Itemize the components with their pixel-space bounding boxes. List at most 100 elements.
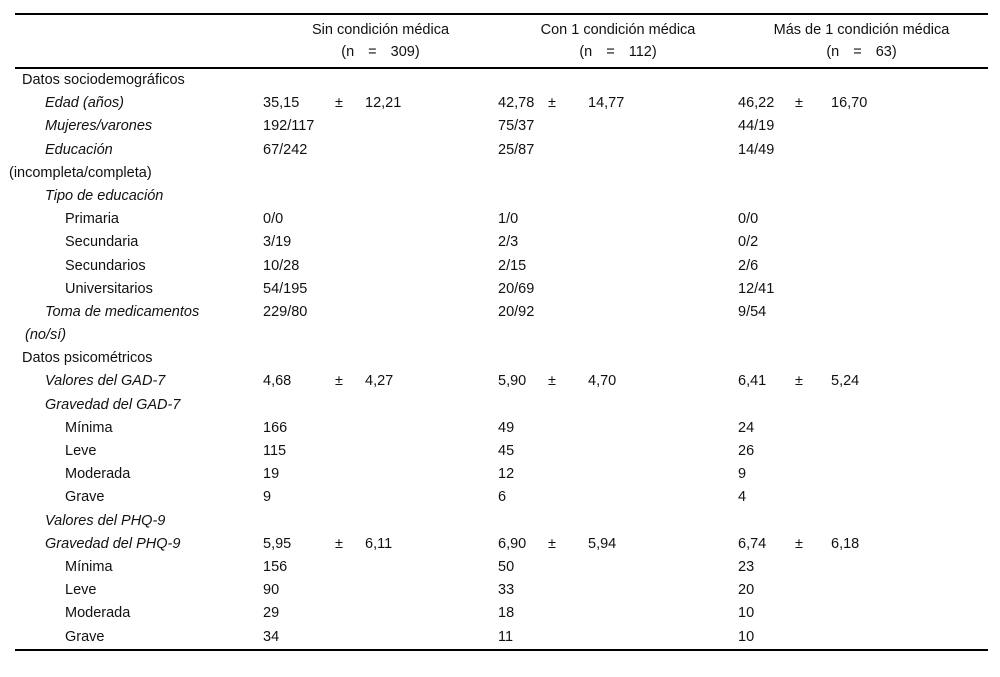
header-sample-size: (n = 309) [341,44,420,60]
cell-value [738,347,1000,370]
header-group-title: Sin condición médica [311,22,450,38]
row-label: Moderada [65,466,131,483]
row-label: (incompleta/completa) [9,164,152,181]
cell-value: 46,22 ±16,70 [738,92,1000,115]
header-group-no-condition: Sin condición médica (n = 309) [263,19,498,63]
row-label: Secundarios [65,257,146,274]
sd-value: 6,11 [365,535,393,552]
cell-value: 10/28 [263,257,300,274]
table-row: Datos psicométricos [9,347,1000,370]
cell-value: 12/41 [738,280,775,297]
header-group-title: Más de 1 condición médica [773,22,950,38]
table-row: Moderada 19 12 9 [9,463,1000,486]
cell-value: 9/54 [738,303,767,320]
cell-value: 2/3 [498,234,519,251]
cell-value [498,69,738,92]
row-label: Mínima [65,558,113,575]
plus-minus-sign: ± [548,535,556,552]
cell-value: 229/80 [263,303,308,320]
table-row: Mínima 156 50 23 [9,556,1000,579]
cell-value: 67/242 [263,141,308,158]
row-label: Leve [65,582,97,599]
sd-value: 6,18 [831,535,860,552]
mean-value: 35,15 [263,95,300,112]
row-label: Secundaria [65,234,139,251]
table-row: Valores del PHQ-9 [9,510,1000,533]
row-label: Edad (años) [45,95,124,112]
cell-value: 42,78 ±14,77 [498,92,738,115]
cell-value [263,347,498,370]
cell-value: 5,95 ±6,11 [263,533,498,556]
table-row: Gravedad del GAD-7 [9,394,1000,417]
cell-value [263,162,498,185]
row-label: Datos psicométricos [22,350,153,367]
sd-value: 5,24 [831,373,860,390]
cell-value: 2/15 [498,257,527,274]
row-label: Gravedad del GAD-7 [45,396,181,413]
sd-value: 4,27 [365,373,394,390]
cell-value: 10 [738,605,755,622]
header-corner-cell [9,19,263,63]
table-row: Toma de medicamentos 229/80 20/92 9/54 [9,301,1000,324]
cell-value [498,324,738,347]
row-label: Leve [65,443,97,459]
plus-minus-sign: ± [335,373,343,390]
table-row: Grave 9 6 4 [9,486,1000,509]
row-label: Grave [65,489,105,506]
cell-value: 20/69 [498,280,535,297]
cell-value: 0/0 [738,211,759,228]
row-label: Tipo de educación [45,187,164,204]
plus-minus-sign: ± [335,535,343,552]
cell-value [738,510,1000,533]
cell-value: 1/0 [498,211,519,228]
row-label: Grave [65,628,105,645]
cell-value: 14/49 [738,141,775,158]
row-label: Universitarios [65,280,153,297]
mean-value: 5,95 [263,535,292,552]
mean-value: 5,90 [498,373,527,390]
table-row: Mujeres/varones 192/117 75/37 44/19 [9,115,1000,138]
cell-value: 156 [263,558,288,575]
cell-value: 54/195 [263,280,308,297]
sd-value: 14,77 [588,95,625,112]
cell-value: 33 [498,582,515,599]
table-row: Moderada 29 18 10 [9,602,1000,625]
cell-value [263,394,498,417]
cell-value [738,324,1000,347]
cell-value: 9 [263,489,272,506]
table-header-row: Sin condición médica (n = 309) Con 1 con… [9,15,1000,67]
cell-value [498,510,738,533]
header-group-multi-condition: Más de 1 condición médica (n = 63) [738,19,985,63]
cell-value: 10 [738,628,755,645]
table-row: Datos sociodemográficos [9,69,1000,92]
plus-minus-sign: ± [335,95,343,112]
plus-minus-sign: ± [795,535,803,552]
row-label: Valores del GAD-7 [45,373,166,390]
cell-value [263,324,498,347]
mean-value: 42,78 [498,95,535,112]
cell-value: 6,90 ±5,94 [498,533,738,556]
sd-value: 12,21 [365,95,402,112]
cell-value: 0/0 [263,211,284,228]
cell-value: 2/6 [738,257,759,274]
cell-value: 5,90 ±4,70 [498,370,738,393]
cell-value: 29 [263,605,280,622]
cell-value [738,185,1000,208]
table-top-rule [15,13,988,15]
cell-value: 115 [263,443,287,459]
mean-value: 6,74 [738,535,767,552]
header-sample-size: (n = 63) [826,44,897,60]
table-row: (no/sí) [9,324,1000,347]
table-header-rule [15,67,988,69]
row-label: Toma de medicamentos [45,303,200,320]
mean-value: 6,41 [738,373,767,390]
table-row: Grave 34 11 10 [9,626,1000,649]
cell-value: 90 [263,582,280,599]
cell-value [263,69,498,92]
plus-minus-sign: ± [548,95,556,112]
table-bottom-rule [15,648,988,651]
header-sample-size: (n = 112) [579,44,657,60]
cell-value: 12 [498,466,515,483]
cell-value: 23 [738,558,755,575]
table-row: Leve 115 45 26 [9,440,1000,463]
